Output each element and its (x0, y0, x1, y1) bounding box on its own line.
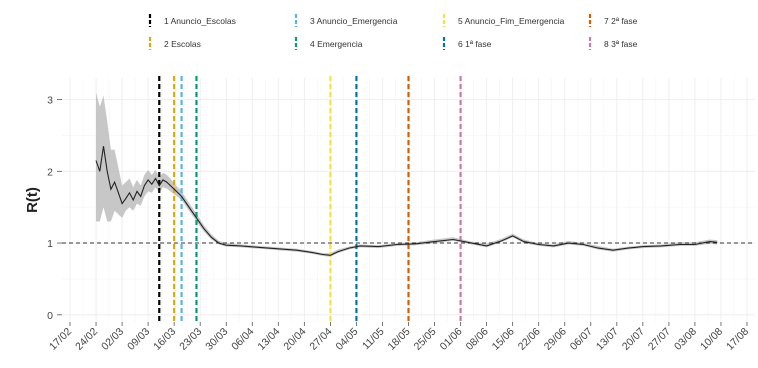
x-tick-label: 03/08 (672, 326, 699, 353)
legend-entry: 7 2ª fase (604, 16, 638, 26)
legend-entry: 8 3ª fase (604, 39, 638, 49)
x-tick-label: 04/05 (333, 326, 360, 353)
x-tick-label: 08/06 (464, 326, 491, 353)
x-tick-label: 15/06 (490, 326, 517, 353)
x-tick-label: 24/02 (73, 326, 100, 353)
rt-line (95, 146, 718, 256)
x-tick-label: 22/06 (516, 326, 543, 353)
x-tick-label: 17/02 (47, 326, 74, 353)
x-tick-label: 13/04 (255, 326, 282, 353)
x-tick-label: 16/03 (151, 326, 178, 353)
y-tick-label: 0 (47, 310, 53, 322)
y-tick-label: 2 (47, 166, 53, 178)
x-tick-label: 06/04 (229, 326, 256, 353)
y-tick-label: 1 (47, 238, 53, 250)
x-axis: 17/0224/0202/0309/0316/0323/0330/0306/04… (47, 322, 751, 353)
x-tick-label: 20/07 (620, 326, 647, 353)
legend: 1 Anuncio_Escolas 2 Escolas 3 Anuncio_Emer… (148, 14, 638, 50)
x-tick-label: 02/03 (99, 326, 126, 353)
x-tick-label: 20/04 (281, 326, 308, 353)
x-tick-label: 29/06 (542, 326, 569, 353)
x-tick-label: 25/05 (412, 326, 439, 353)
x-tick-label: 17/08 (724, 326, 751, 353)
x-tick-label: 13/07 (594, 326, 621, 353)
legend-entry: 1 Anuncio_Escolas (164, 16, 236, 26)
y-axis-label: R(t) (24, 187, 41, 213)
x-tick-label: 30/03 (203, 326, 230, 353)
x-tick-label: 09/03 (125, 326, 152, 353)
event-lines (158, 76, 462, 322)
legend-entry: 6 1ª fase (458, 39, 492, 49)
x-tick-label: 27/04 (307, 326, 334, 353)
legend-entry: 5 Anuncio_Fim_Emergencia (458, 16, 565, 26)
legend-entry: 3 Anuncio_Emergencia (310, 16, 398, 26)
y-tick-label: 3 (47, 95, 53, 107)
y-axis: 0 1 2 3 (47, 95, 62, 322)
x-tick-label: 01/06 (438, 326, 465, 353)
legend-entry: 4 Emergencia (310, 39, 363, 49)
x-tick-label: 06/07 (568, 326, 595, 353)
x-tick-label: 27/07 (646, 326, 673, 353)
x-tick-label: 11/05 (360, 326, 387, 353)
rt-series-line (95, 146, 718, 256)
x-tick-label: 18/05 (386, 326, 413, 353)
legend-entry: 2 Escolas (164, 39, 201, 49)
x-tick-label: 10/08 (698, 326, 725, 353)
x-tick-label: 23/03 (177, 326, 204, 353)
